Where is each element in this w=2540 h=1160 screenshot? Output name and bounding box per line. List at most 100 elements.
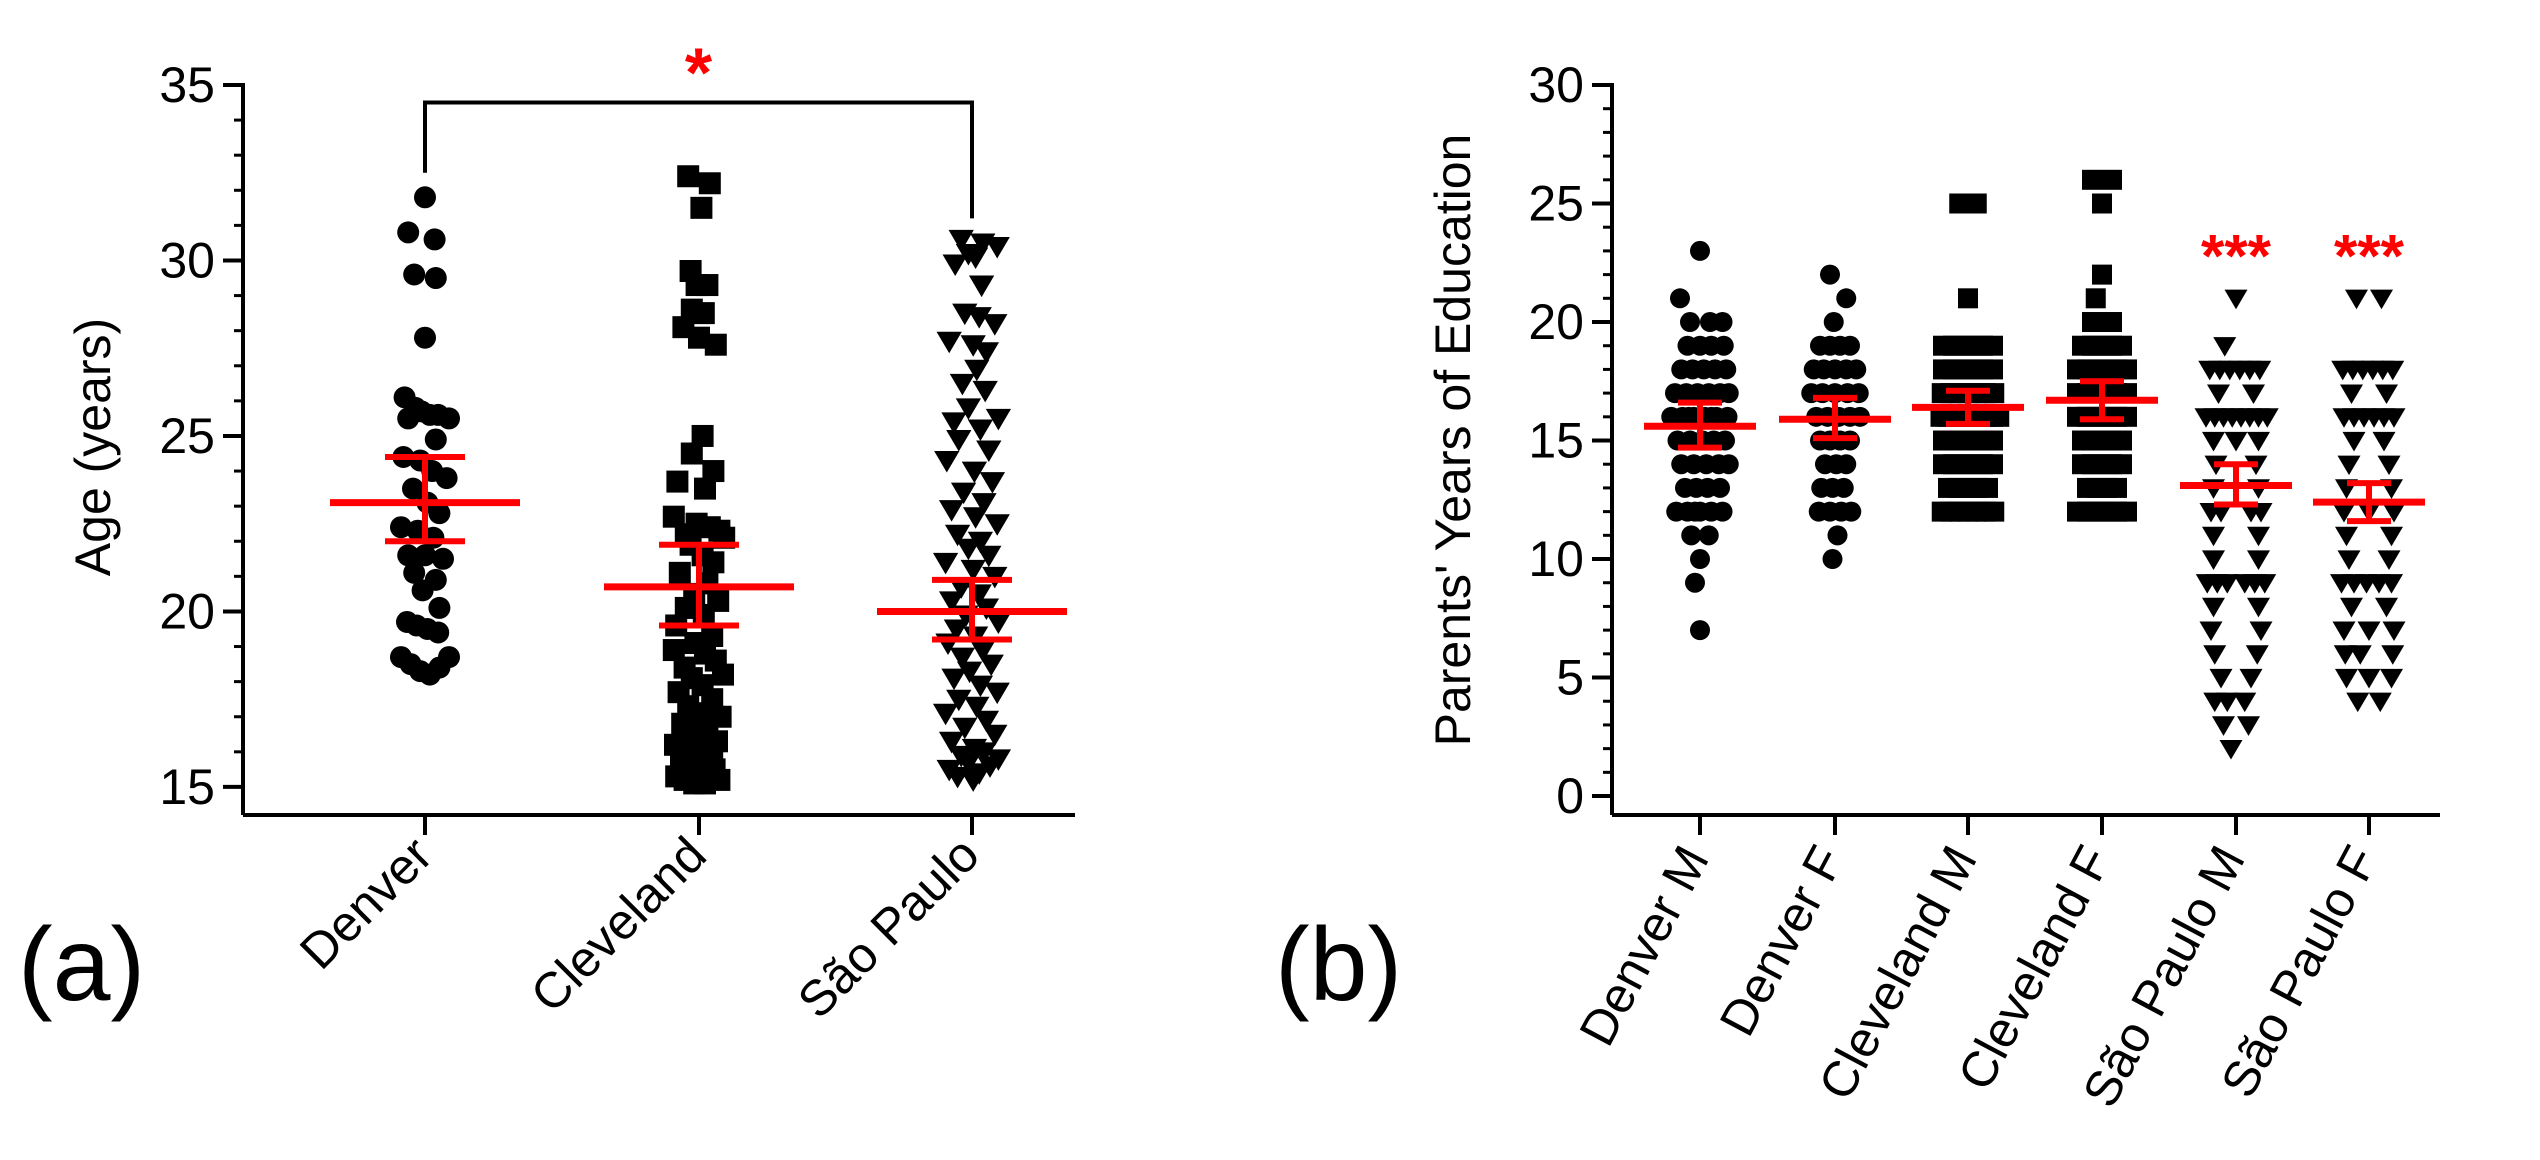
data-point [2357,621,2381,642]
data-point [2085,288,2106,309]
data-point [2346,692,2370,713]
data-point [2253,574,2277,594]
panel-a-y-tick-label: 15 [159,759,215,815]
data-point [960,559,986,582]
data-point [978,654,1004,677]
panel-a-summary-cleveland [604,541,794,629]
data-point [943,619,970,642]
data-point [414,186,436,209]
data-point [956,661,983,684]
data-point [1983,454,2003,475]
data-point [1983,335,2003,356]
data-point [403,263,426,286]
panel-b-y-tick-label: 0 [1556,768,1584,824]
data-point [2380,526,2403,547]
data-point [1698,525,1719,546]
panel-a-y-tick-label: 20 [159,583,215,639]
data-point [2239,668,2263,689]
data-point [428,502,451,525]
data-point [390,516,412,539]
data-point [692,302,715,325]
data-point [932,703,959,726]
data-point [2242,384,2265,405]
data-point [2345,289,2368,310]
data-point [698,172,721,195]
data-point [2340,597,2363,618]
data-point [960,335,986,357]
panel-a-significance-bracket [423,100,974,219]
data-point [936,331,962,354]
data-point [1983,430,2003,451]
data-point [979,472,1006,494]
panel-b-summary-cleveland-f [2046,378,2158,423]
data-point [2375,597,2398,618]
data-point [2255,408,2279,428]
data-point [2370,289,2393,310]
data-point [2337,550,2361,570]
data-point [2199,621,2223,642]
data-point [2332,621,2356,642]
data-point [934,451,960,473]
data-point [985,612,1012,634]
data-point [432,547,454,570]
data-point [2092,264,2112,285]
data-point [680,442,703,465]
data-point [702,551,725,574]
data-point [2207,384,2230,405]
data-point [2377,455,2401,476]
panel-a-y-tick-label: 25 [159,408,215,464]
data-point [428,596,451,619]
data-point [2117,501,2137,522]
data-point [982,724,1008,747]
data-point [1823,312,1844,333]
panel-b-y-tick-label: 15 [1528,413,1584,469]
data-point [2332,502,2356,523]
data-point [984,682,1010,705]
data-point [966,307,992,329]
data-point [666,470,689,493]
data-point [2342,431,2366,452]
panel-b-significance-sao-paulo-m: *** [2201,222,2272,289]
data-point [967,419,994,441]
data-point [403,561,426,584]
data-point [1701,406,1722,427]
panel-a-series-sao-paulo [932,229,1012,792]
data-point [2213,337,2237,357]
data-point [950,482,977,505]
data-point [971,742,997,764]
data-point [967,675,994,698]
panel-b-y-tick-label: 5 [1556,650,1584,706]
panel-a-summary-denver [330,454,520,545]
data-point [2245,645,2269,665]
data-point [1680,312,1700,333]
panel-b: (b) Parents' Years of Education 0 5 10 15 20… [1275,57,2440,1116]
data-point [1712,501,1733,522]
data-point [1827,525,1848,546]
data-point [2112,454,2132,475]
panel-b-series-cleveland-m [1930,193,2010,522]
data-point [1841,501,1862,522]
data-point [423,228,446,251]
data-point [414,544,436,567]
data-point [2203,645,2227,665]
data-point [2209,668,2233,689]
panel-a-significance-label: * [685,34,713,112]
data-point [2212,716,2235,736]
panel-b-summary-denver-m [1644,399,1756,451]
data-point [2233,692,2257,713]
data-point [427,621,450,644]
data-point [2248,360,2272,381]
data-point [952,717,978,740]
data-point [1718,454,1739,475]
data-point [2092,193,2112,214]
panel-b-summary-cleveland-m [1912,387,2024,427]
data-point [1690,549,1710,570]
data-point [1984,501,2005,522]
panel-b-summary-denver-f [1779,394,1891,442]
data-point [941,412,967,434]
data-point [961,461,988,484]
data-point [1966,193,1987,214]
data-point [1685,572,1705,593]
data-point [704,333,727,356]
